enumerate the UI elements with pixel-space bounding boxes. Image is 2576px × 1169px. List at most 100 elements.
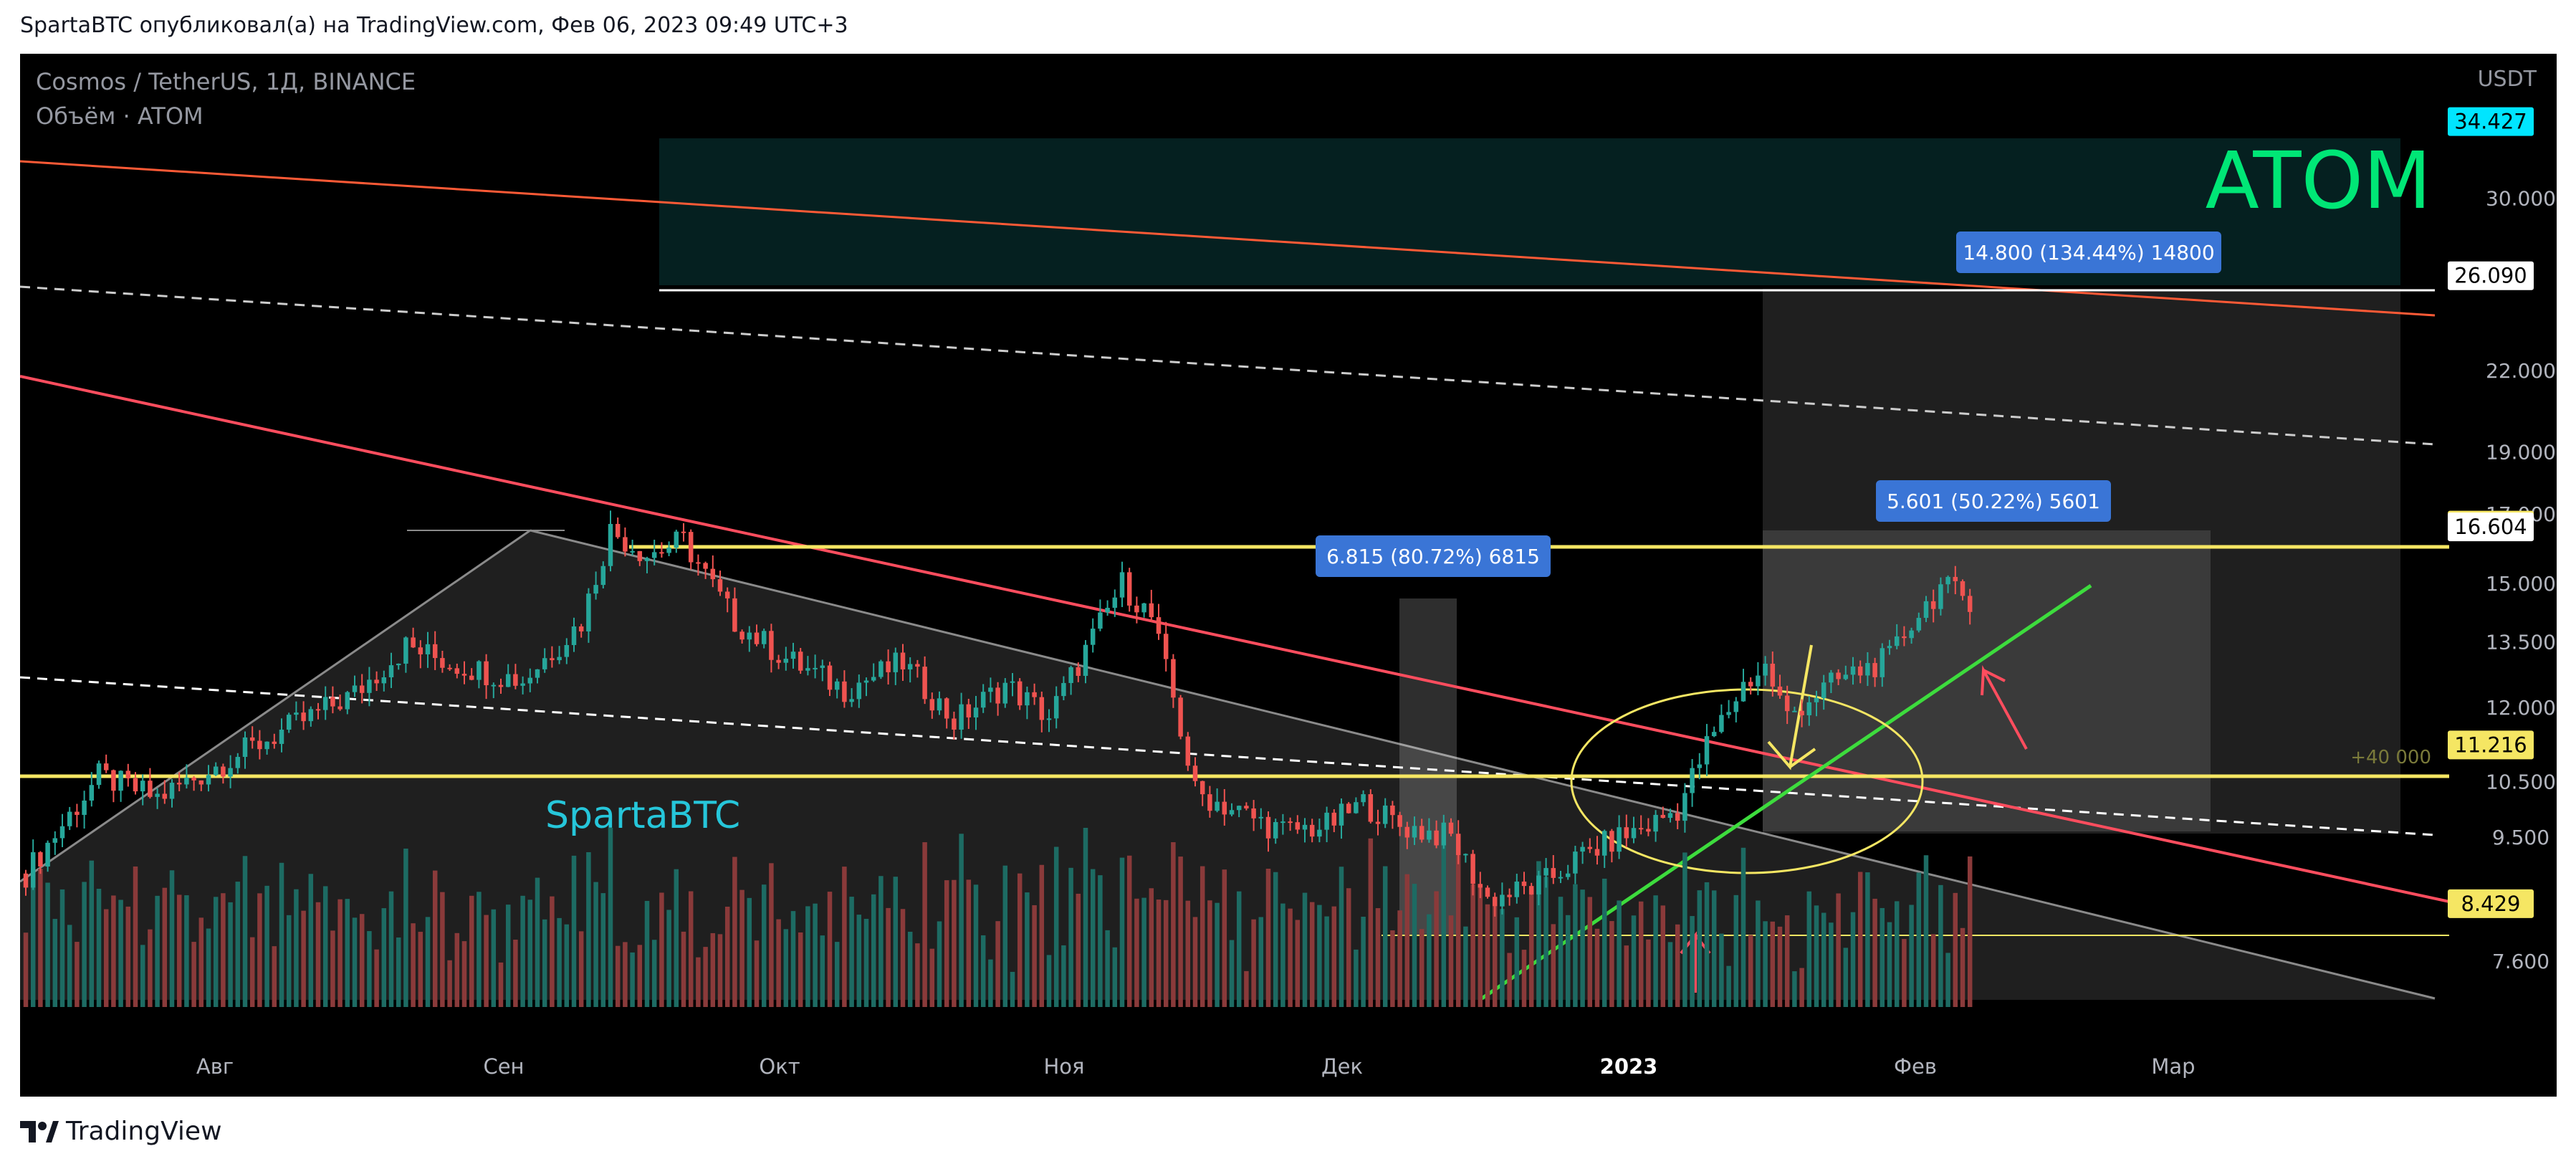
volume-bar [257,893,262,1007]
volume-bar [294,889,299,1007]
price-label-text: 16.604 [2454,515,2527,539]
candle-body [148,781,153,797]
symbol-title[interactable]: Cosmos / TetherUS, 1Д, BINANCE [36,68,416,95]
candle-body [651,552,657,558]
candle-body [1178,697,1183,737]
candle-body [1412,826,1417,838]
volume-bar [491,909,497,1007]
candle-body [440,658,445,668]
volume-bar [1339,867,1344,1007]
volume-bar [1382,866,1388,1007]
candle-body [235,757,241,768]
volume-bar [1017,873,1023,1007]
candle-body [1017,681,1023,706]
candle-body [1631,828,1637,839]
chart-canvas[interactable]: 30.00022.00019.00017.00015.00013.50012.0… [19,54,2557,1097]
candle-body [1215,801,1220,811]
volume-bar [242,856,248,1007]
volume-bar [352,917,358,1007]
volume-bar [1923,855,1929,1007]
candle-body [1543,868,1548,876]
volume-bar [1660,905,1666,1007]
candle-body [798,652,803,671]
volume-bar [1126,855,1132,1007]
volume-bar [279,862,284,1007]
volume-bar [140,945,145,1007]
red-arrow-diag [1981,664,2028,750]
volume-bar [228,902,233,1007]
volume-bar [1565,915,1571,1007]
price-tick-label: 19.000 [2486,441,2556,464]
candle-body [1302,824,1308,830]
volume-bar [1149,888,1154,1007]
volume-bar [322,886,328,1007]
volume-bar [59,889,65,1007]
volume-bar [1763,921,1768,1007]
volume-bar [550,896,555,1007]
volume-bar [542,919,547,1007]
volume-bar [1967,856,1973,1007]
volume-bar [776,919,781,1007]
price-axis[interactable]: 30.00022.00019.00017.00015.00013.50012.0… [2486,186,2556,973]
volume-bar [863,918,869,1007]
candle-body [1375,821,1381,824]
volume-bar [805,906,810,1007]
candle-body [206,775,211,785]
candle-body [155,793,160,797]
volume-bar [674,869,679,1007]
volume-bar [644,900,650,1007]
candle-body [1280,821,1285,824]
candle-body [535,669,540,678]
candle-body [279,729,284,744]
time-tick-label: 2023 [1600,1054,1658,1079]
volume-bar [1902,939,1907,1007]
candle-body [1880,648,1885,677]
candle-body [1149,603,1154,618]
candle-body [477,661,482,680]
price-label: 34.427 [2448,107,2534,136]
candle-body [1083,644,1088,676]
candle-body [75,811,80,815]
candle-body [294,712,299,715]
volume-bar [125,906,131,1007]
volume-bar [1032,905,1037,1007]
volume-legend[interactable]: Объём · ATOM [36,102,204,130]
tradingview-branding[interactable]: TradingView [20,1117,222,1146]
candle-body [1792,710,1797,712]
candle-body [191,777,196,781]
candle-body [805,668,810,671]
candle-body [1784,695,1790,712]
candle-body [980,692,986,708]
volume-bar [411,923,416,1007]
time-tick-label: Фев [1894,1054,1937,1079]
time-axis[interactable]: Авг Сен Окт Ноя Дек 2023 Фев Мар [196,1054,2196,1079]
candle-body [813,667,818,669]
volume-bar [89,860,95,1007]
candle-body [1361,794,1366,803]
candle-body [761,631,767,644]
volume-bar [995,921,1000,1007]
candle-body [103,763,109,770]
candle-body [1207,794,1212,811]
candle-body [1521,881,1527,887]
candle-body [732,598,737,632]
volume-bar [915,943,920,1007]
volume-bar [717,934,723,1007]
candle-body [1463,854,1468,856]
volume-bar [1514,917,1520,1007]
candlesticks [23,510,1973,917]
measure-label-mid-text: 5.601 (50.22%) 5601 [1887,490,2100,513]
candle-body [834,681,840,690]
candle-body [724,591,730,598]
candle-body [176,783,182,785]
volume-bar [23,932,29,1007]
volume-bar [1229,940,1235,1007]
candle-body [67,811,72,826]
candle-body [411,637,416,648]
candle-body [140,781,145,792]
triangle-pattern [20,530,2435,1000]
volume-bar [396,937,401,1007]
chart-panel[interactable]: 30.00022.00019.00017.00015.00013.50012.0… [19,54,2557,1097]
volume-bar [586,851,591,1007]
candle-body [461,674,467,676]
